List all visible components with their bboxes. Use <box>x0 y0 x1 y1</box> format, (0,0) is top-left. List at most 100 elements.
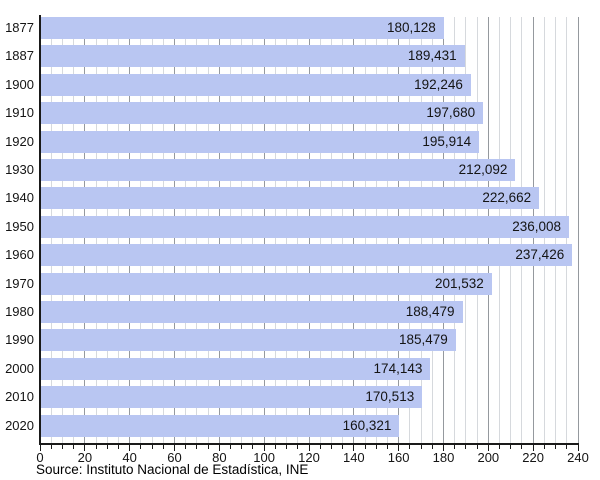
bar-1970: 201,532 <box>40 272 492 295</box>
x-tick-minor <box>196 445 198 449</box>
y-axis-label-2000: 2000 <box>5 360 34 376</box>
x-tick-minor <box>543 445 545 449</box>
x-tick-minor <box>274 445 276 449</box>
x-tick-minor <box>241 445 243 449</box>
x-tick-minor <box>454 445 456 449</box>
bar-row: 174,143 <box>40 357 578 386</box>
x-tick-minor <box>95 445 97 449</box>
x-tick-minor <box>499 445 501 449</box>
bar-1920: 195,914 <box>40 130 480 153</box>
bar-2020: 160,321 <box>40 414 400 437</box>
y-axis-label-1990: 1990 <box>5 332 34 348</box>
bar-2010: 170,513 <box>40 386 423 409</box>
y-axis-label-1900: 1900 <box>5 76 34 92</box>
x-tick-minor <box>566 445 568 449</box>
x-tick-minor <box>230 445 232 449</box>
x-tick-minor <box>319 445 321 449</box>
bar-1877: 180,128 <box>40 17 444 39</box>
bar-value-label: 237,426 <box>515 247 565 263</box>
y-axis-label-1970: 1970 <box>5 275 34 291</box>
x-tick-major <box>443 445 444 451</box>
x-tick-major <box>487 445 489 451</box>
x-tick-minor <box>364 445 366 449</box>
bar-row: 189,431 <box>40 45 578 73</box>
bar-value-label: 174,143 <box>373 360 423 376</box>
x-tick-label-120: 120 <box>298 450 320 465</box>
x-tick-major <box>218 445 220 451</box>
bar-2000: 174,143 <box>40 357 431 380</box>
bar-1900: 192,246 <box>40 73 471 96</box>
x-tick-label-40: 40 <box>122 450 137 465</box>
y-axis-label-1910: 1910 <box>5 105 34 121</box>
x-tick-label-80: 80 <box>212 450 227 465</box>
x-tick-minor <box>386 445 388 449</box>
bar-row: 160,321 <box>40 414 578 443</box>
x-tick-major <box>308 445 310 451</box>
source-caption: Source: Instituto Nacional de Estadístic… <box>36 462 309 477</box>
bar-row: 197,680 <box>40 102 578 130</box>
y-axis-label-1980: 1980 <box>5 304 34 319</box>
y-axis-label-1920: 1920 <box>5 133 34 149</box>
bar-row: 185,479 <box>40 329 578 357</box>
plot-area: 180,128 189,431 192,246 197,680 195,914 212,0… <box>40 17 579 443</box>
bar-row: 180,128 <box>40 17 578 45</box>
x-tick-minor <box>420 445 422 449</box>
y-axis-line <box>39 15 41 443</box>
x-tick-label-60: 60 <box>167 450 182 465</box>
y-axis-label-1940: 1940 <box>5 190 34 206</box>
x-tick-major <box>532 445 534 451</box>
bar-row: 212,092 <box>40 159 578 187</box>
bar-1940: 222,662 <box>40 187 540 210</box>
bar-row: 237,426 <box>40 244 578 272</box>
x-tick-minor <box>342 445 344 449</box>
x-tick-label-240: 240 <box>567 450 589 465</box>
x-tick-label-100: 100 <box>253 450 276 465</box>
x-tick-label-160: 160 <box>387 450 410 465</box>
x-tick-minor <box>185 445 187 449</box>
bar-value-label: 188,479 <box>405 304 455 319</box>
bar-row: 192,246 <box>40 73 578 102</box>
bar-1887: 189,431 <box>40 45 465 68</box>
y-axis-label-1877: 1877 <box>5 20 34 35</box>
gridline-major <box>577 17 579 443</box>
bar-value-label: 195,914 <box>422 133 472 149</box>
bar-value-label: 222,662 <box>482 190 532 206</box>
x-tick-minor <box>117 445 119 449</box>
x-tick-minor <box>521 445 523 449</box>
x-tick-minor <box>297 445 299 449</box>
x-tick-minor <box>476 445 478 449</box>
x-tick-label-140: 140 <box>342 450 365 465</box>
x-tick-major <box>39 445 41 451</box>
bar-value-label: 170,513 <box>365 389 415 405</box>
x-axis-line <box>39 443 579 445</box>
x-tick-minor <box>375 445 377 449</box>
x-tick-minor <box>409 445 411 449</box>
x-tick-major <box>577 445 579 451</box>
y-axis-label-1950: 1950 <box>5 218 34 234</box>
bar-row: 222,662 <box>40 187 578 215</box>
x-tick-major <box>353 445 355 451</box>
x-tick-minor <box>151 445 153 449</box>
bar-row: 201,532 <box>40 272 578 301</box>
x-tick-minor <box>465 445 467 449</box>
x-tick-minor <box>140 445 142 449</box>
bar-value-label: 197,680 <box>426 105 476 121</box>
x-tick-minor <box>330 445 332 449</box>
x-tick-minor <box>510 445 512 449</box>
x-tick-major <box>263 445 265 451</box>
bar-row: 236,008 <box>40 215 578 244</box>
bar-1980: 188,479 <box>40 301 463 323</box>
x-tick-label-180: 180 <box>432 450 455 465</box>
x-tick-label-0: 0 <box>36 450 44 465</box>
bar-value-label: 189,431 <box>407 48 457 64</box>
bar-value-label: 201,532 <box>434 275 484 291</box>
x-tick-minor <box>555 445 557 449</box>
x-tick-minor <box>286 445 288 449</box>
x-tick-major <box>174 445 175 451</box>
bar-row: 195,914 <box>40 130 578 159</box>
bar-value-label: 180,128 <box>386 20 436 35</box>
y-axis-label-2020: 2020 <box>5 417 34 433</box>
bar-value-label: 236,008 <box>512 218 562 234</box>
y-axis-label-1930: 1930 <box>5 162 34 177</box>
bar-value-label: 160,321 <box>342 417 392 433</box>
